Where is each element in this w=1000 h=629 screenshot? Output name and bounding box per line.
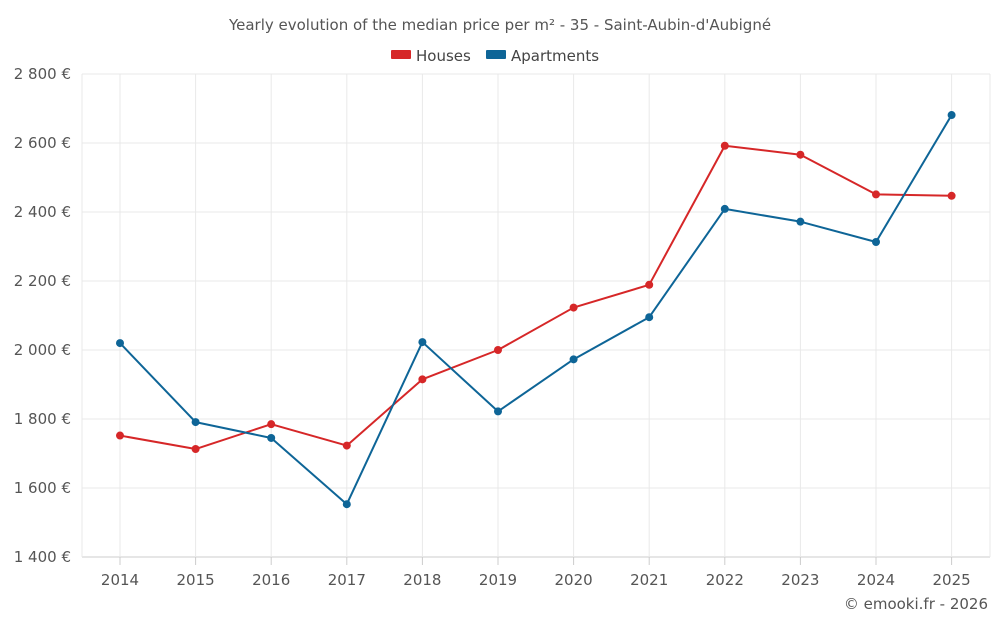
data-point-houses[interactable]	[872, 190, 880, 199]
legend-swatch	[391, 50, 411, 59]
data-point-apartments[interactable]	[569, 355, 578, 364]
legend-label: Houses	[416, 47, 471, 65]
series-houses	[116, 141, 956, 454]
axes: 1 400 € 1 600 € 1 800 € 2 000 € 2 200 € 2 400…	[14, 65, 971, 589]
data-point-apartments[interactable]	[342, 500, 351, 509]
series-line-houses	[119, 144, 952, 451]
legend: Houses Apartments	[391, 47, 599, 65]
series-apartments	[116, 111, 956, 509]
x-tick-label: 2022	[706, 571, 744, 589]
data-point-houses[interactable]	[720, 141, 729, 150]
x-tick-label: 2018	[403, 571, 441, 589]
data-point-houses[interactable]	[796, 150, 805, 159]
data-point-houses[interactable]	[191, 445, 200, 454]
x-tick-label: 2021	[630, 571, 668, 589]
data-point-apartments[interactable]	[494, 407, 502, 416]
x-tick-label: 2020	[555, 571, 593, 589]
data-point-apartments[interactable]	[947, 111, 956, 120]
grid	[81, 73, 991, 558]
y-tick-label: 2 400 €	[14, 203, 71, 221]
y-tick-label: 1 600 €	[14, 479, 71, 497]
x-tick-label: 2014	[101, 571, 139, 589]
data-point-apartments[interactable]	[720, 204, 729, 213]
data-point-apartments[interactable]	[116, 339, 124, 348]
y-tick-label: 2 000 €	[14, 341, 71, 359]
data-point-houses[interactable]	[494, 346, 502, 354]
chart-title: Yearly evolution of the median price per…	[228, 16, 771, 34]
legend-swatch	[486, 50, 506, 59]
y-tick-label: 1 400 €	[14, 548, 71, 566]
data-point-houses[interactable]	[418, 375, 427, 384]
data-point-apartments[interactable]	[191, 418, 200, 427]
credit-text: © emooki.fr - 2026	[844, 595, 988, 613]
data-point-apartments[interactable]	[645, 313, 654, 322]
data-point-apartments[interactable]	[418, 338, 427, 347]
legend-label: Apartments	[511, 47, 599, 65]
series-layer	[116, 111, 956, 509]
data-point-houses[interactable]	[947, 191, 956, 200]
x-tick-label: 2016	[252, 571, 290, 589]
data-point-houses[interactable]	[267, 420, 276, 429]
x-tick-label: 2017	[328, 571, 366, 589]
y-tick-label: 2 600 €	[14, 134, 71, 152]
series-line-apartments	[119, 114, 953, 506]
legend-item-apartments[interactable]: Apartments	[486, 47, 599, 65]
x-tick-label: 2023	[781, 571, 819, 589]
data-point-houses[interactable]	[569, 303, 578, 312]
y-tick-label: 1 800 €	[14, 410, 71, 428]
data-point-houses[interactable]	[116, 431, 124, 440]
y-tick-label: 2 800 €	[14, 65, 71, 83]
x-tick-label: 2025	[933, 571, 971, 589]
x-tick-label: 2019	[479, 571, 517, 589]
x-tick-label: 2015	[177, 571, 215, 589]
x-tick-label: 2024	[857, 571, 895, 589]
data-point-apartments[interactable]	[267, 433, 276, 442]
data-point-houses[interactable]	[645, 280, 654, 289]
data-point-houses[interactable]	[342, 441, 351, 450]
data-point-apartments[interactable]	[796, 217, 805, 226]
y-tick-label: 2 200 €	[14, 272, 71, 290]
data-point-apartments[interactable]	[872, 238, 880, 247]
legend-item-houses[interactable]: Houses	[391, 47, 471, 65]
